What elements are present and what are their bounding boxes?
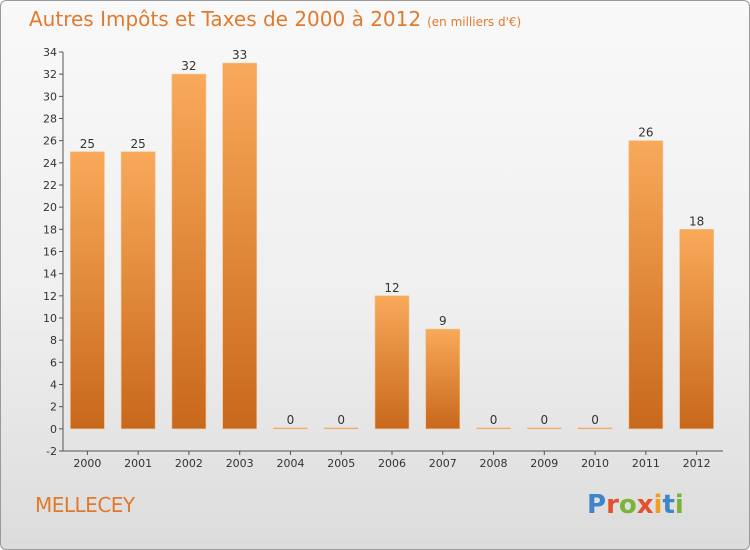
y-tick-label: 14 bbox=[43, 268, 57, 281]
data-label-2002: 32 bbox=[181, 59, 196, 73]
bar-2009 bbox=[527, 427, 562, 430]
bar-2007 bbox=[425, 328, 461, 430]
bar-2002 bbox=[171, 73, 207, 430]
x-tick-label-2000: 2000 bbox=[73, 457, 101, 470]
bar-2004 bbox=[273, 427, 308, 430]
title-unit: (en milliers d'€) bbox=[427, 15, 522, 29]
bar-2012 bbox=[679, 229, 714, 430]
x-tick-label-2012: 2012 bbox=[683, 457, 711, 470]
y-tick-label: 30 bbox=[43, 90, 57, 103]
data-label-2001: 25 bbox=[131, 137, 146, 151]
y-tick-label: 10 bbox=[43, 312, 57, 325]
y-tick-label: 32 bbox=[43, 68, 57, 81]
y-tick-label: 16 bbox=[43, 246, 57, 259]
bar-2006 bbox=[374, 295, 410, 430]
bar-2010 bbox=[577, 427, 613, 430]
x-tick-label-2011: 2011 bbox=[632, 457, 660, 470]
bar-2008 bbox=[476, 427, 511, 430]
y-tick-label: 28 bbox=[43, 113, 57, 126]
bars bbox=[70, 62, 714, 430]
y-tick-label: 34 bbox=[43, 46, 57, 59]
logo-letter: o bbox=[618, 490, 637, 520]
logo-letter: i bbox=[674, 490, 684, 520]
logo-letter: r bbox=[606, 490, 619, 520]
commune-name: MELLECEY bbox=[35, 493, 135, 517]
y-tick-label: 8 bbox=[50, 334, 57, 347]
y-tick-label: 22 bbox=[43, 179, 57, 192]
proxiti-logo[interactable]: Proxiti bbox=[587, 490, 684, 520]
data-label-2004: 0 bbox=[287, 413, 295, 427]
logo-letter: P bbox=[587, 490, 607, 520]
title-text: Autres Impôts et Taxes de 2000 à 2012 bbox=[29, 7, 422, 31]
y-tick-label: 6 bbox=[50, 356, 57, 369]
x-tick-label-2009: 2009 bbox=[530, 457, 558, 470]
x-tick-label-2006: 2006 bbox=[378, 457, 406, 470]
bar-2003 bbox=[222, 62, 257, 430]
data-label-2012: 18 bbox=[689, 214, 704, 228]
data-label-2005: 0 bbox=[337, 413, 345, 427]
data-label-2003: 33 bbox=[232, 48, 247, 62]
x-tick-label-2007: 2007 bbox=[429, 457, 457, 470]
y-tick-label: 18 bbox=[43, 223, 57, 236]
data-label-2000: 25 bbox=[80, 137, 95, 151]
bar-2001 bbox=[120, 151, 156, 430]
data-label-2010: 0 bbox=[591, 413, 599, 427]
logo-letter: x bbox=[636, 490, 654, 520]
data-labels: 25 25 32 33 0 0 12 9 0 0 0 26 18 bbox=[80, 48, 705, 427]
bar-2005 bbox=[323, 427, 359, 430]
x-tick-label-2002: 2002 bbox=[175, 457, 203, 470]
bar-2011 bbox=[628, 140, 664, 430]
y-tick-label: 0 bbox=[50, 423, 57, 436]
data-label-2007: 9 bbox=[439, 314, 447, 328]
y-tick-label: 4 bbox=[50, 379, 57, 392]
logo-letter: i bbox=[653, 490, 663, 520]
y-tick-label: 2 bbox=[50, 401, 57, 414]
chart-title: Autres Impôts et Taxes de 2000 à 2012 (en… bbox=[29, 7, 521, 31]
data-label-2011: 26 bbox=[638, 126, 653, 140]
x-tick-label-2001: 2001 bbox=[124, 457, 152, 470]
data-label-2008: 0 bbox=[490, 413, 498, 427]
x-tick-label-2004: 2004 bbox=[276, 457, 304, 470]
y-tick-label: 24 bbox=[43, 157, 57, 170]
x-tick-label-2010: 2010 bbox=[581, 457, 609, 470]
x-tick-label-2003: 2003 bbox=[226, 457, 254, 470]
y-tick-label: -2 bbox=[46, 445, 57, 458]
logo-letter: t bbox=[662, 490, 675, 520]
bar-2000 bbox=[70, 151, 105, 430]
x-tick-label-2005: 2005 bbox=[327, 457, 355, 470]
y-tick-label: 12 bbox=[43, 290, 57, 303]
y-tick-label: 20 bbox=[43, 201, 57, 214]
y-tick-label: 26 bbox=[43, 135, 57, 148]
x-tick-label-2008: 2008 bbox=[480, 457, 508, 470]
data-label-2009: 0 bbox=[540, 413, 548, 427]
data-label-2006: 12 bbox=[384, 281, 399, 295]
